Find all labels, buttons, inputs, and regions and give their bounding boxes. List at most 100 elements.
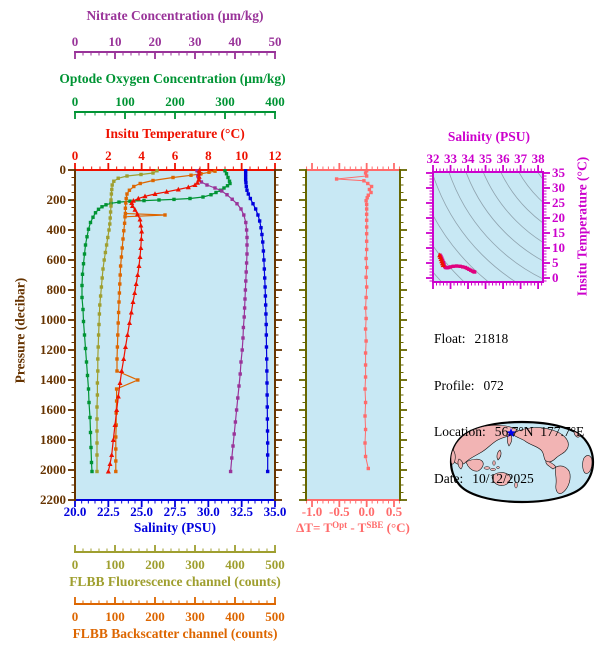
location-label: Location: <box>434 424 486 439</box>
tick-label: 38 <box>532 151 546 166</box>
tick-label: 1400 <box>40 372 66 387</box>
float-info-line: Date: 10/12/2025 <box>434 471 584 487</box>
tick-label: 300 <box>215 94 235 109</box>
salinity-axis-title: Salinity (PSU) <box>133 520 217 535</box>
tick-label: 400 <box>225 609 245 624</box>
tick-label: 1600 <box>40 402 66 417</box>
oxygen-axis-title: Optode Oxygen Concentration (μm/kg) <box>59 71 286 86</box>
tick-label: 200 <box>165 94 185 109</box>
pressure-axis-title: Pressure (decibar) <box>12 277 28 384</box>
tick-label: 0.5 <box>386 504 403 519</box>
tick-label: 1800 <box>40 432 66 447</box>
tick-label: 12 <box>269 148 282 163</box>
tick-label: 1200 <box>40 342 66 357</box>
delta-t-title-post: (°C) <box>383 520 410 535</box>
tick-label: 5 <box>552 255 559 270</box>
tick-label: 0 <box>60 162 67 177</box>
ts-temperature-axis-title: Insitu Temperature (°C) <box>574 156 590 297</box>
tick-label: 4 <box>138 148 145 163</box>
tick-label: 600 <box>47 252 67 267</box>
nitrate-axis-title: Nitrate Concentration (μm/kg) <box>86 8 264 23</box>
ts-salinity-axis-title: Salinity (PSU) <box>447 129 531 144</box>
tick-label: 40 <box>229 34 242 49</box>
tick-label: 37 <box>514 151 528 166</box>
tick-label: 36 <box>497 151 511 166</box>
tick-label: 1000 <box>40 312 66 327</box>
tick-label: 30.0 <box>197 504 220 519</box>
tick-label: 0 <box>72 148 79 163</box>
ts-plot-area <box>433 172 543 282</box>
tick-label: 100 <box>115 94 135 109</box>
tick-label: 2200 <box>40 492 66 507</box>
date-label: Date: <box>434 470 464 486</box>
tick-label: 30 <box>189 34 202 49</box>
tick-label: 400 <box>265 94 285 109</box>
tick-label: -0.5 <box>329 504 350 519</box>
fluorescence-axis-title: FLBB Fluorescence channel (counts) <box>69 574 281 589</box>
tick-label: 500 <box>265 557 285 572</box>
tick-label: 400 <box>47 222 67 237</box>
tick-label: 35 <box>552 165 566 180</box>
tick-label: 20.0 <box>64 504 87 519</box>
location-value: 56.7°N 177.7°E <box>494 424 585 439</box>
tick-label: 200 <box>145 557 165 572</box>
delta-t-title-mid: - T <box>347 520 367 535</box>
tick-label: 20 <box>149 34 162 49</box>
tick-label: 25 <box>552 195 566 210</box>
tick-label: 0 <box>72 94 79 109</box>
tick-label: 25.0 <box>130 504 153 519</box>
tick-label: 10 <box>235 148 248 163</box>
tick-label: 15 <box>552 225 566 240</box>
float-location-star <box>506 428 516 438</box>
tick-label: 20 <box>552 210 565 225</box>
tick-label: 35.0 <box>264 504 287 519</box>
tick-label: 400 <box>225 557 245 572</box>
float-info-panel: Float: 21818 Profile: 072 Location: 56.7°N … <box>434 300 584 517</box>
delta-t-axis-title: ΔT= TOpt - TSBE (°C) <box>286 518 420 535</box>
tick-label: 32.5 <box>230 504 253 519</box>
tick-label: 30 <box>552 180 565 195</box>
tick-label: 2000 <box>40 462 66 477</box>
backscatter-axis-title: FLBB Backscatter channel (counts) <box>72 626 278 641</box>
tick-label: 0 <box>552 270 559 285</box>
tick-label: -1.0 <box>302 504 323 519</box>
profile-label: Profile: <box>434 377 475 393</box>
series-line <box>107 170 200 472</box>
tick-label: 10 <box>552 240 565 255</box>
delta-t-plot-area <box>306 170 400 500</box>
float-label: Float: <box>434 331 466 346</box>
float-info-line: Float: 21818 <box>434 331 584 347</box>
tick-label: 100 <box>105 557 125 572</box>
tick-label: 200 <box>47 192 67 207</box>
tick-label: 500 <box>265 609 285 624</box>
tick-label: 8 <box>205 148 212 163</box>
tick-label: 33 <box>444 151 458 166</box>
tick-label: 0.0 <box>359 504 375 519</box>
tick-label: 2 <box>105 148 112 163</box>
tick-label: 10 <box>109 34 122 49</box>
temperature-axis-title: Insitu Temperature (°C) <box>105 126 245 141</box>
profile-value: 072 <box>483 377 504 393</box>
tick-label: 200 <box>145 609 165 624</box>
date-value: 10/12/2025 <box>472 470 534 486</box>
tick-label: 100 <box>105 609 125 624</box>
tick-label: 22.5 <box>97 504 120 519</box>
tick-label: 27.5 <box>164 504 187 519</box>
delta-t-title-sup-opt: Opt <box>332 520 348 530</box>
delta-t-title-sup-sbe: SBE <box>366 520 384 530</box>
tick-label: 6 <box>172 148 179 163</box>
tick-label: 0 <box>72 609 79 624</box>
tick-label: 0 <box>72 557 79 572</box>
tick-label: 300 <box>185 557 205 572</box>
tick-label: 35 <box>479 151 493 166</box>
tick-label: 50 <box>269 34 282 49</box>
tick-label: 32 <box>427 151 440 166</box>
world-map <box>449 420 595 504</box>
tick-label: 300 <box>185 609 205 624</box>
tick-label: 800 <box>47 282 67 297</box>
float-info-line: Profile: 072 <box>434 378 584 394</box>
tick-label: 0 <box>72 34 79 49</box>
float-info-line: Location: 56.7°N 177.7°E <box>434 424 584 440</box>
